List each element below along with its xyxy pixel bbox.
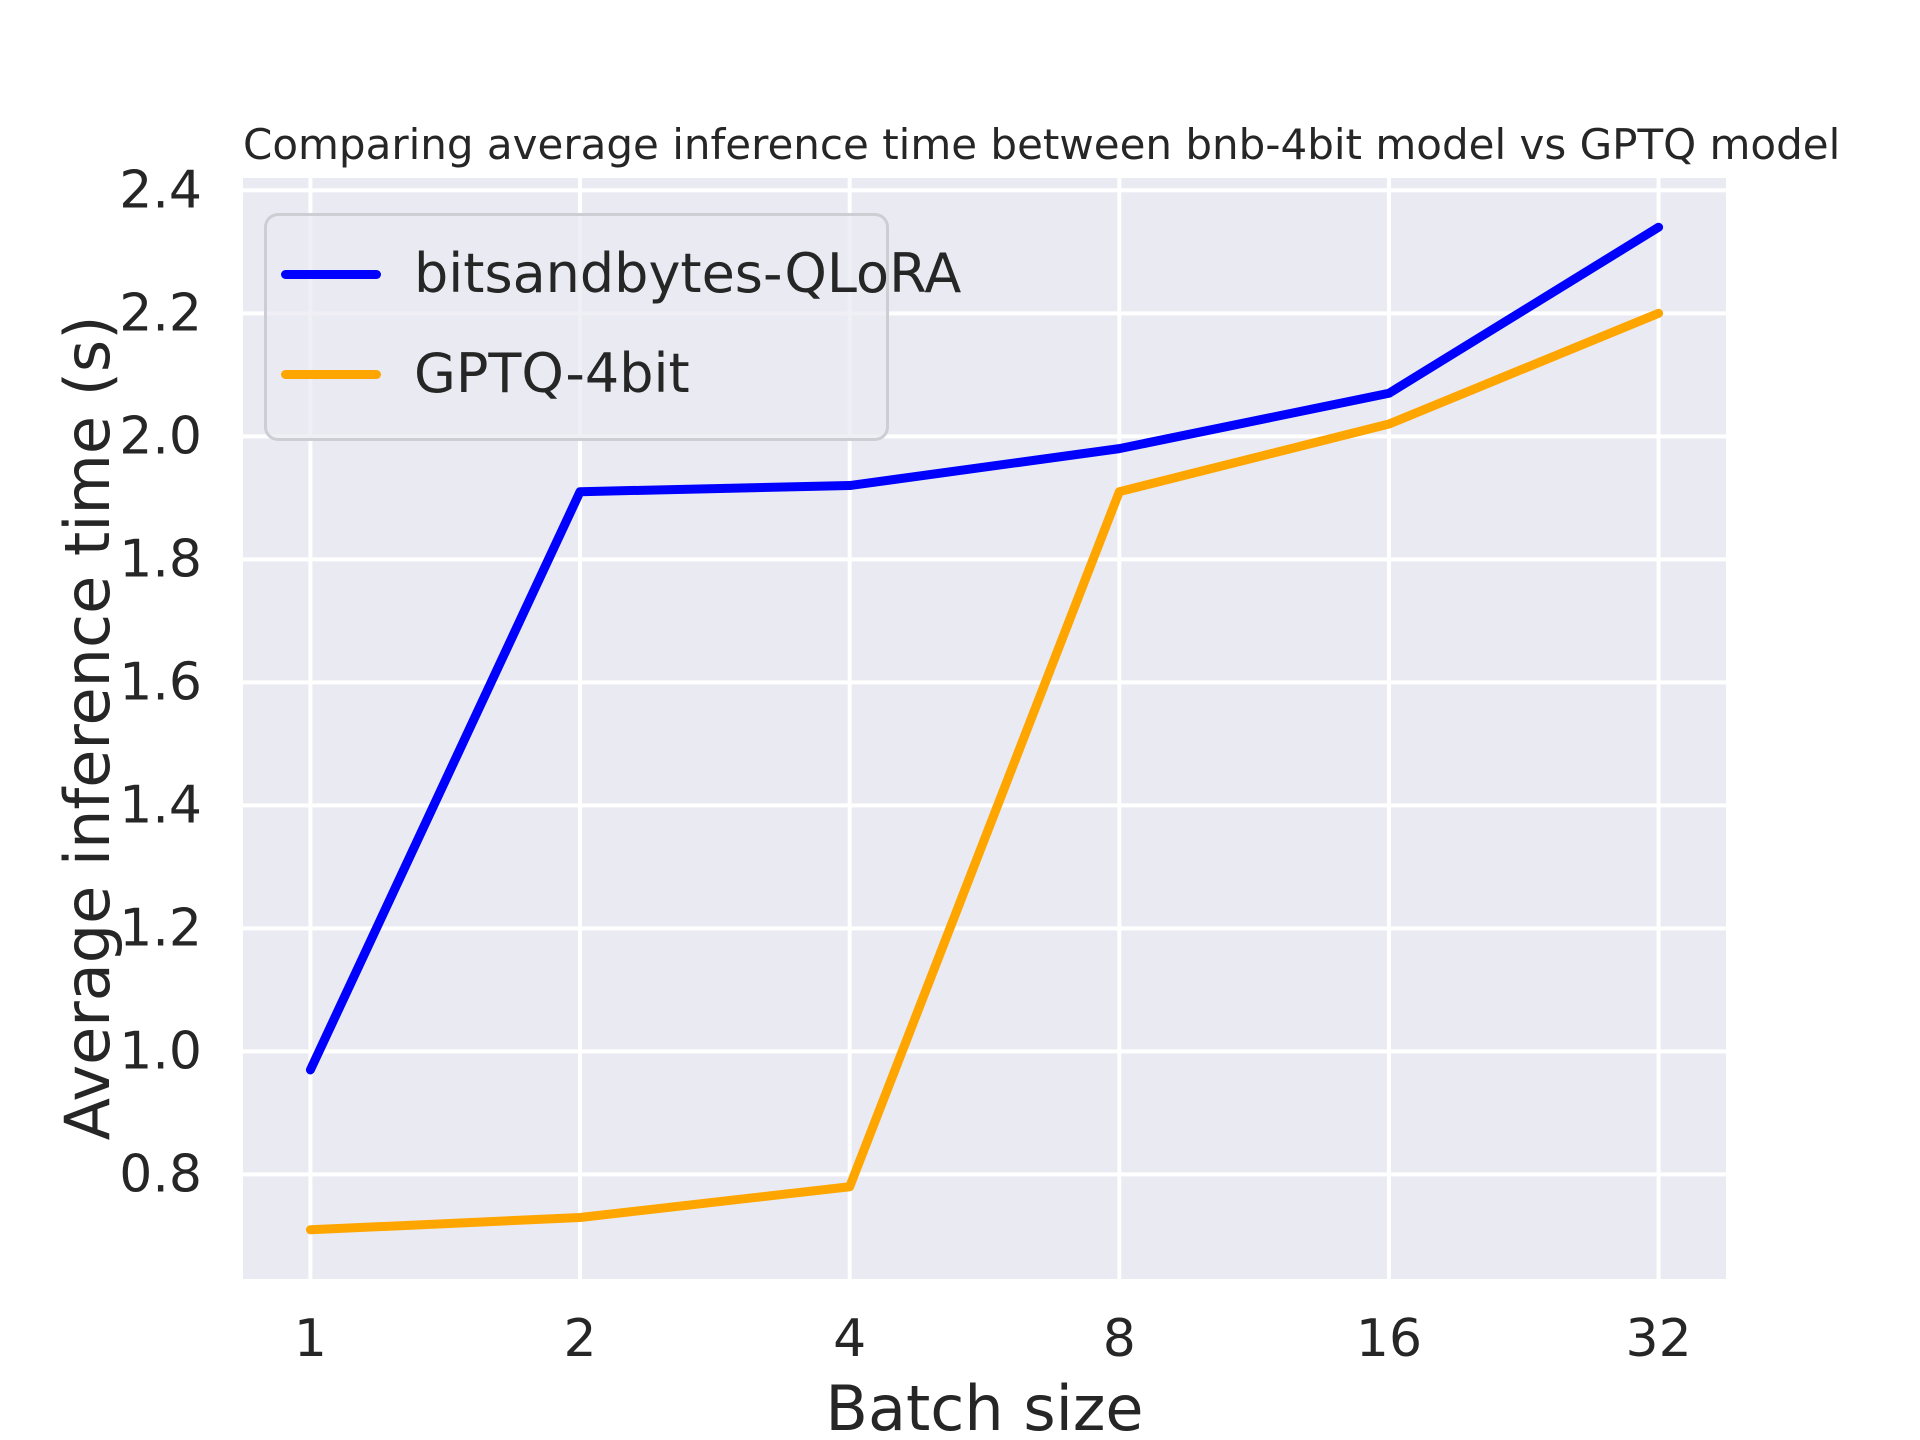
chart-title: Comparing average inference time between… [243, 120, 1841, 169]
y-tick-label: 1.6 [119, 652, 202, 712]
y-tick-label: 1.8 [119, 529, 202, 589]
series-line-bitsandbytes-QLoRA [305, 222, 1664, 1075]
legend-label-gptq-4bit: GPTQ-4bit [414, 342, 690, 405]
y-tick-label: 1.2 [119, 898, 202, 958]
y-tick-label: 2.0 [119, 406, 202, 466]
series-line-GPTQ-4bit [305, 308, 1664, 1235]
y-tick-label: 2.2 [119, 283, 202, 343]
legend-item: bitsandbytes-QLoRA [281, 224, 961, 324]
y-tick-label: 1.0 [119, 1021, 202, 1081]
legend-label-bitsandbytes-qlora: bitsandbytes-QLoRA [414, 242, 962, 305]
legend: bitsandbytes-QLoRA GPTQ-4bit [264, 213, 961, 441]
x-axis-label: Batch size [825, 1372, 1144, 1440]
x-tick-label: 8 [1103, 1309, 1136, 1369]
x-tick-label: 32 [1626, 1309, 1692, 1369]
x-tick-label: 1 [294, 1309, 327, 1369]
x-tick-label: 4 [833, 1309, 866, 1369]
y-tick-label: 2.4 [119, 160, 202, 220]
x-tick-label: 2 [563, 1309, 596, 1369]
legend-item: GPTQ-4bit [281, 324, 886, 424]
legend-swatch-bitsandbytes-qlora [281, 269, 381, 279]
x-tick-label: 16 [1356, 1309, 1422, 1369]
legend-swatch-gptq-4bit [281, 369, 381, 379]
y-tick-label: 0.8 [119, 1144, 202, 1204]
y-axis-label: Average inference time (s) [51, 315, 124, 1141]
y-tick-label: 1.4 [119, 775, 202, 835]
